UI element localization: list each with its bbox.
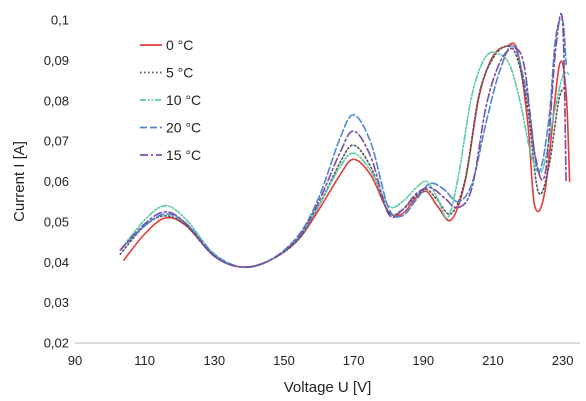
y-tick-label: 0,09 <box>44 53 69 68</box>
series-group <box>119 13 571 269</box>
x-tick-label: 150 <box>273 353 295 368</box>
y-tick-label: 0,08 <box>44 93 69 108</box>
legend-label: 5 °C <box>166 65 193 81</box>
y-tick-label: 0,06 <box>44 174 69 189</box>
legend-label: 10 °C <box>166 92 201 108</box>
y-tick-label: 0,03 <box>44 295 69 310</box>
y-tick-label: 0,1 <box>51 13 69 28</box>
legend-label: 0 °C <box>166 37 193 53</box>
y-tick-label: 0,04 <box>44 255 69 270</box>
x-tick-label: 170 <box>343 353 365 368</box>
x-tick-label: 90 <box>68 353 82 368</box>
x-tick-label: 210 <box>482 353 504 368</box>
x-tick-label: 130 <box>203 353 225 368</box>
x-tick-label: 230 <box>552 353 574 368</box>
y-axis-ticks: 0,02 0,03 0,04 0,05 0,06 0,07 0,08 0,09 0,1 <box>44 13 69 351</box>
series-line-4 <box>119 13 567 269</box>
y-tick-label: 0,02 <box>44 336 69 351</box>
x-tick-label: 110 <box>134 353 155 368</box>
x-tick-label: 190 <box>412 353 434 368</box>
y-tick-label: 0,05 <box>44 214 69 229</box>
legend-label: 15 °C <box>166 147 201 163</box>
legend-label: 20 °C <box>166 120 201 136</box>
y-tick-label: 0,07 <box>44 134 69 149</box>
x-axis-title: Voltage U [V] <box>284 379 372 396</box>
legend: 0 °C 5 °C 10 °C 20 °C 15 °C <box>140 37 201 163</box>
series-line-3 <box>119 17 567 269</box>
y-axis-title: Current I [A] <box>11 141 28 222</box>
x-axis-ticks: 90 110 130 150 170 190 210 230 <box>68 353 574 368</box>
